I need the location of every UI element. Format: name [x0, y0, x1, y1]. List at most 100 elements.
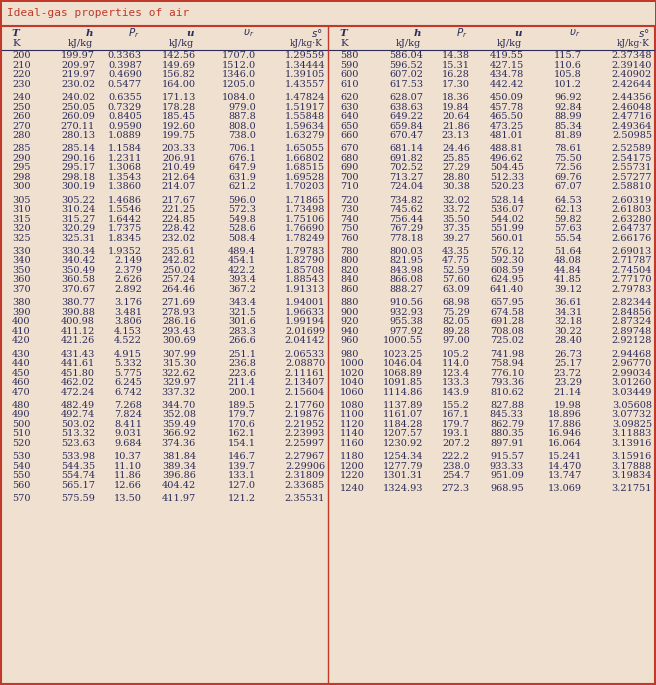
- Text: 221.25: 221.25: [162, 205, 196, 214]
- Text: T: T: [12, 29, 20, 38]
- Text: 143.9: 143.9: [442, 388, 470, 397]
- Text: 1.0889: 1.0889: [108, 131, 142, 140]
- Text: 298.18: 298.18: [61, 173, 95, 182]
- Text: 30.38: 30.38: [442, 182, 470, 191]
- Text: 451.80: 451.80: [61, 369, 95, 377]
- Text: 503.02: 503.02: [61, 420, 95, 429]
- Text: 97.00: 97.00: [442, 336, 470, 345]
- Text: 450.09: 450.09: [490, 93, 524, 102]
- Text: 36.61: 36.61: [554, 298, 582, 308]
- Text: 3.03449: 3.03449: [611, 388, 652, 397]
- Text: 272.3: 272.3: [442, 484, 470, 493]
- Text: 1161.07: 1161.07: [382, 410, 423, 419]
- Text: 738.0: 738.0: [228, 131, 256, 140]
- Text: 536.07: 536.07: [490, 205, 524, 214]
- Text: 390: 390: [12, 308, 30, 316]
- Text: 295.17: 295.17: [61, 163, 95, 173]
- Text: 3.21751: 3.21751: [611, 484, 652, 493]
- Text: 554.74: 554.74: [61, 471, 95, 480]
- Text: 1.3068: 1.3068: [108, 163, 142, 173]
- Text: 608.59: 608.59: [490, 266, 524, 275]
- Text: 3.05608: 3.05608: [612, 401, 652, 410]
- Text: 193.1: 193.1: [442, 429, 470, 438]
- Text: 192.60: 192.60: [162, 121, 196, 131]
- Text: 897.91: 897.91: [490, 439, 524, 448]
- Text: 887.8: 887.8: [228, 112, 256, 121]
- Text: 1.66802: 1.66802: [285, 154, 325, 163]
- Text: 1.96633: 1.96633: [285, 308, 325, 316]
- Text: 0.9590: 0.9590: [108, 121, 142, 131]
- Text: 1091.85: 1091.85: [383, 378, 423, 387]
- Text: 2.17760: 2.17760: [285, 401, 325, 410]
- Text: 560: 560: [12, 481, 30, 490]
- Text: 69.76: 69.76: [554, 173, 582, 182]
- Text: 37.35: 37.35: [442, 224, 470, 233]
- Text: 473.25: 473.25: [490, 121, 524, 131]
- Text: 431.43: 431.43: [60, 349, 95, 358]
- Text: 2.94468: 2.94468: [612, 349, 652, 358]
- Text: 310.24: 310.24: [61, 205, 95, 214]
- Text: 315.30: 315.30: [162, 359, 196, 368]
- Text: 2.01699: 2.01699: [285, 327, 325, 336]
- Text: 1.55848: 1.55848: [285, 112, 325, 121]
- Text: 23.13: 23.13: [442, 131, 470, 140]
- Text: 219.97: 219.97: [61, 71, 95, 79]
- Text: 2.74504: 2.74504: [611, 266, 652, 275]
- Text: K: K: [340, 38, 348, 47]
- Text: 139.7: 139.7: [228, 462, 256, 471]
- Text: 756.44: 756.44: [389, 214, 423, 223]
- Text: 1140: 1140: [340, 429, 365, 438]
- Text: 681.14: 681.14: [389, 145, 423, 153]
- Text: 713.27: 713.27: [388, 173, 423, 182]
- Text: 250.05: 250.05: [61, 103, 95, 112]
- Text: 240.02: 240.02: [61, 93, 95, 102]
- Text: 16.946: 16.946: [548, 429, 582, 438]
- Text: 460: 460: [12, 378, 30, 387]
- Text: 2.77170: 2.77170: [611, 275, 652, 284]
- Text: 481.01: 481.01: [490, 131, 524, 140]
- Text: 48.08: 48.08: [554, 256, 582, 266]
- Text: 2.87324: 2.87324: [611, 317, 652, 326]
- Text: 690: 690: [340, 163, 358, 173]
- Text: 734.82: 734.82: [389, 196, 423, 205]
- Text: 33.72: 33.72: [442, 205, 470, 214]
- Text: 968.95: 968.95: [490, 484, 524, 493]
- Text: 1.43557: 1.43557: [285, 79, 325, 89]
- Text: 808.0: 808.0: [228, 121, 256, 131]
- Text: 2.31809: 2.31809: [285, 471, 325, 480]
- Text: 767.29: 767.29: [389, 224, 423, 233]
- Text: 2.79783: 2.79783: [611, 285, 652, 294]
- Text: 210.49: 210.49: [162, 163, 196, 173]
- Text: 1000: 1000: [340, 359, 365, 368]
- Text: h: h: [85, 29, 93, 38]
- Text: 2.44356: 2.44356: [611, 93, 652, 102]
- Text: 199.75: 199.75: [162, 131, 196, 140]
- Text: 325.31: 325.31: [61, 234, 95, 242]
- Text: 544.35: 544.35: [61, 462, 95, 471]
- Text: 3.806: 3.806: [114, 317, 142, 326]
- Text: 979.0: 979.0: [228, 103, 256, 112]
- Text: 222.2: 222.2: [442, 452, 470, 461]
- Text: 793.36: 793.36: [490, 378, 524, 387]
- Text: 199.97: 199.97: [61, 51, 95, 60]
- Text: 207.2: 207.2: [442, 439, 470, 448]
- Text: 305: 305: [12, 196, 30, 205]
- Text: 68.98: 68.98: [442, 298, 470, 308]
- Text: 2.55731: 2.55731: [611, 163, 652, 173]
- Text: 1.69528: 1.69528: [285, 173, 325, 182]
- Text: 32.18: 32.18: [554, 317, 582, 326]
- Text: 280: 280: [12, 131, 30, 140]
- Text: 315: 315: [12, 214, 31, 223]
- Text: 24.46: 24.46: [442, 145, 470, 153]
- FancyBboxPatch shape: [1, 1, 655, 25]
- Text: 1205.0: 1205.0: [222, 79, 256, 89]
- Text: 580: 580: [340, 51, 358, 60]
- Text: 1100: 1100: [340, 410, 365, 419]
- Text: 96.92: 96.92: [554, 93, 582, 102]
- Text: 59.82: 59.82: [554, 214, 582, 223]
- Text: 34.31: 34.31: [554, 308, 582, 316]
- Text: 1.79783: 1.79783: [285, 247, 325, 256]
- Text: 21.86: 21.86: [442, 121, 470, 131]
- Text: 3.176: 3.176: [114, 298, 142, 308]
- Text: 411.97: 411.97: [162, 494, 196, 503]
